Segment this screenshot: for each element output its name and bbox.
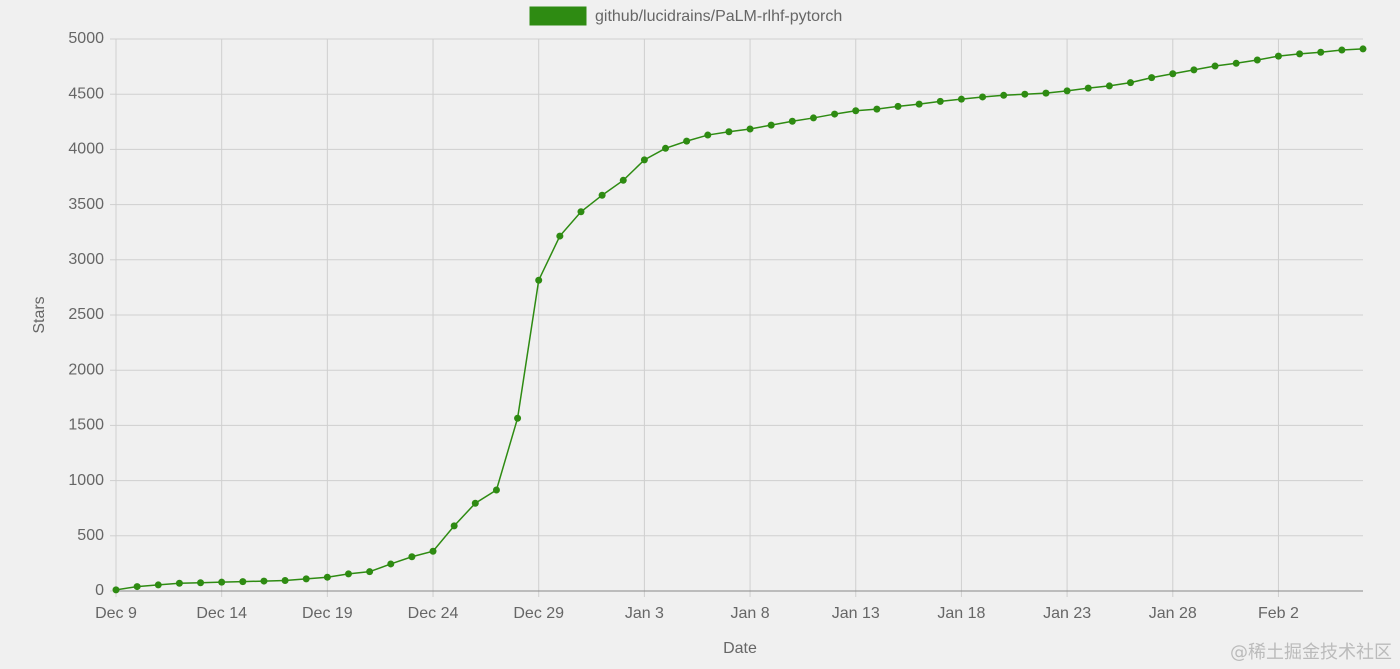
x-tick-label: Dec 29 [513,605,564,622]
x-tick-label: Jan 13 [832,605,880,622]
x-tick-label: Jan 28 [1149,605,1197,622]
data-point [239,578,247,586]
data-point [788,117,796,125]
y-tick-label: 4000 [68,141,104,158]
data-point [112,586,120,594]
data-point [260,577,268,585]
data-point [1000,91,1008,99]
x-tick-label: Dec 14 [196,605,247,622]
data-point [133,583,141,591]
data-point [1105,82,1113,90]
data-point [915,100,923,108]
x-tick-label: Jan 8 [730,605,769,622]
data-point [387,560,395,568]
data-point [197,579,205,587]
data-point [662,144,670,152]
data-point [979,93,987,101]
x-tick-label: Jan 3 [625,605,664,622]
data-point [809,114,817,122]
legend-swatch [529,6,587,26]
data-point [429,547,437,555]
x-tick-label: Dec 9 [95,605,137,622]
data-point [725,128,733,136]
y-tick-label: 5000 [68,30,104,47]
data-point [577,208,585,216]
data-point [175,579,183,587]
data-point [154,581,162,589]
data-point [936,97,944,105]
y-tick-label: 3500 [68,196,104,213]
data-point [514,414,522,422]
data-point [852,107,860,115]
data-point [704,131,712,139]
data-point [344,570,352,578]
data-point [302,575,310,583]
data-point [873,105,881,113]
data-point [1338,46,1346,54]
x-tick-label: Dec 24 [408,605,459,622]
data-point [408,553,416,561]
data-point [1211,62,1219,70]
data-point [598,191,606,199]
data-point [1042,89,1050,97]
data-point [767,121,775,129]
data-point [1296,50,1304,58]
data-point [535,276,543,284]
data-point [1317,48,1325,56]
data-point [471,499,479,507]
data-point [1169,70,1177,78]
data-point [957,95,965,103]
data-point [640,156,648,164]
x-axis-title: Date [723,640,757,657]
y-tick-label: 1500 [68,417,104,434]
x-tick-label: Jan 23 [1043,605,1091,622]
series-line [115,48,1364,591]
data-point [556,232,564,240]
data-point [831,110,839,118]
watermark: @稀土掘金技术社区 [1230,642,1392,663]
y-tick-label: 2500 [68,306,104,323]
y-axis-title: Stars [31,296,48,333]
x-tick-label: Jan 18 [937,605,985,622]
y-tick-label: 3000 [68,251,104,268]
data-point [1127,79,1135,87]
data-point [746,125,754,133]
y-tick-label: 0 [95,582,104,599]
data-point [1253,56,1261,64]
data-point [218,578,226,586]
data-point [1063,87,1071,95]
y-tick-label: 2000 [68,361,104,378]
data-point [1359,45,1367,53]
legend-label: github/lucidrains/PaLM-rlhf-pytorch [595,8,842,25]
y-tick-label: 1000 [68,472,104,489]
data-point [1190,66,1198,74]
data-point [894,102,902,110]
data-point [492,486,500,494]
data-point [1084,84,1092,92]
data-point [1021,90,1029,98]
y-tick-label: 4500 [68,85,104,102]
x-tick-label: Feb 2 [1258,605,1299,622]
data-point [281,577,289,585]
data-point [366,568,374,576]
data-point [1148,74,1156,82]
data-point [1232,59,1240,67]
data-point [683,137,691,145]
y-tick-label: 500 [77,527,104,544]
data-point [619,176,627,184]
x-tick-label: Dec 19 [302,605,353,622]
data-point [1274,52,1282,60]
data-point [323,573,331,581]
data-point [450,522,458,530]
